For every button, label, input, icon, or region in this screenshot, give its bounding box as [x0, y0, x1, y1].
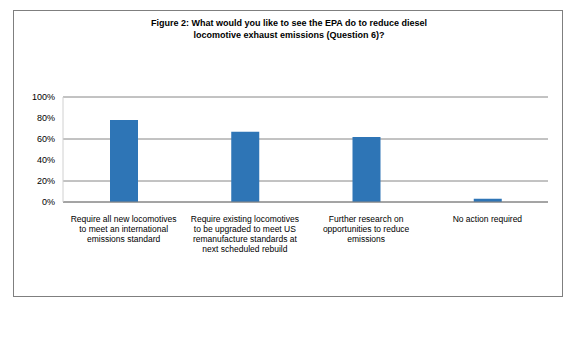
- svg-text:100%: 100%: [32, 92, 55, 102]
- svg-text:No action required: No action required: [453, 214, 523, 224]
- svg-text:Require existing locomotivesto: Require existing locomotivesto be upgrad…: [191, 214, 299, 254]
- svg-text:60%: 60%: [37, 134, 55, 144]
- svg-text:0%: 0%: [42, 197, 55, 207]
- svg-text:80%: 80%: [37, 113, 55, 123]
- svg-text:20%: 20%: [37, 176, 55, 186]
- svg-text:Further research onopportuniti: Further research onopportunities to redu…: [323, 214, 410, 244]
- svg-text:40%: 40%: [37, 155, 55, 165]
- html-text:Figure 2: What would you like: Figure 2: What would you like to see the…: [151, 18, 427, 40]
- svg-text:Require all new locomotivesto: Require all new locomotivesto meet an in…: [71, 214, 177, 244]
